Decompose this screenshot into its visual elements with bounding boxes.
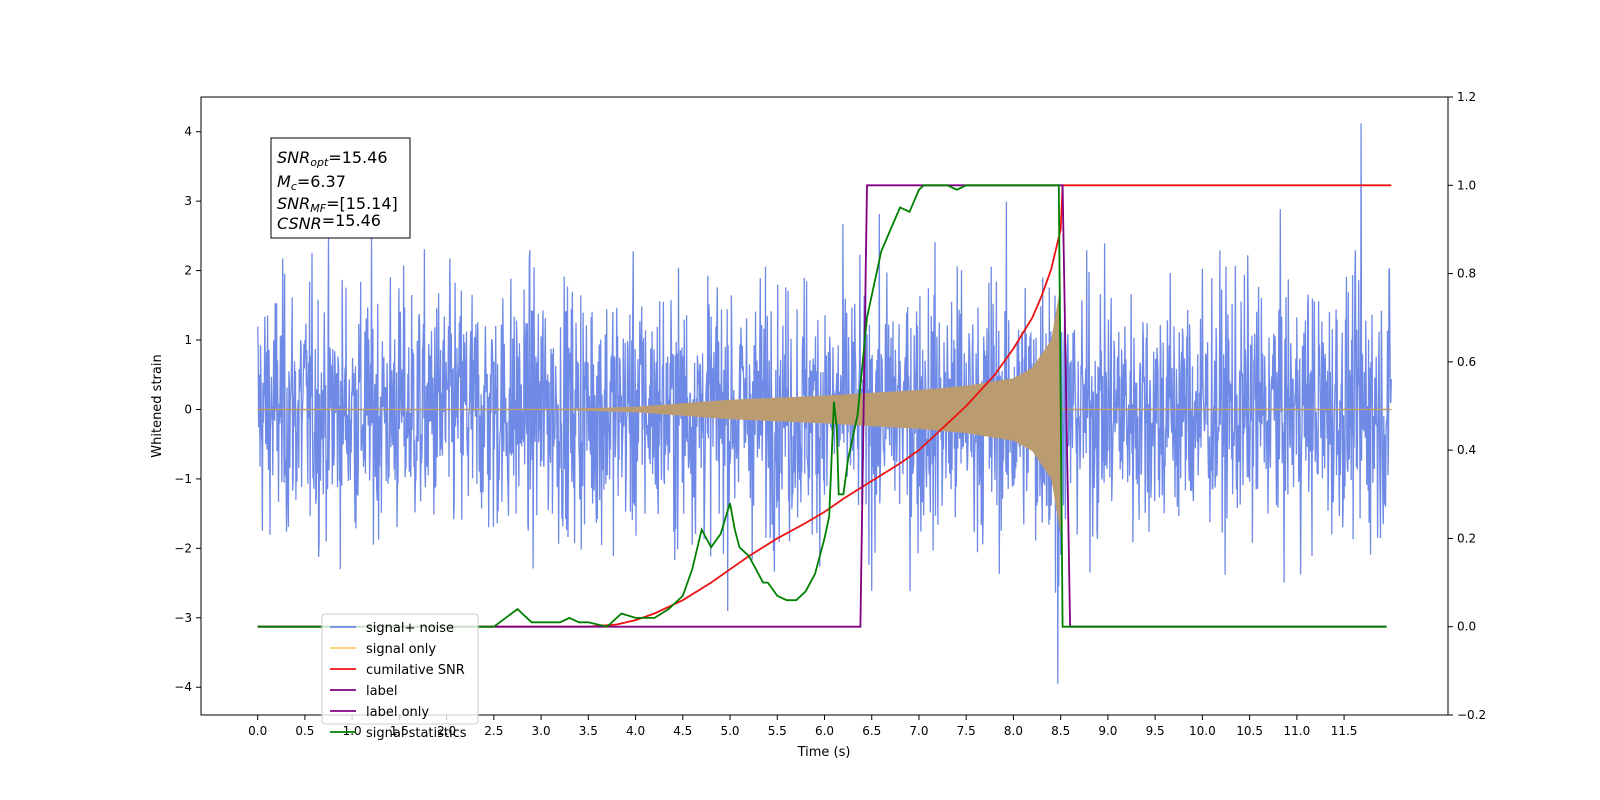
series-signal-noise bbox=[257, 123, 1392, 684]
legend-label: signal statistics bbox=[366, 726, 467, 741]
x-tick-label: 1.5 bbox=[390, 724, 409, 738]
x-tick-label: 5.0 bbox=[720, 724, 739, 738]
legend-label: signal only bbox=[366, 642, 436, 657]
y-tick-label: 0 bbox=[184, 402, 192, 416]
x-axis-label: Time (s) bbox=[797, 745, 851, 760]
plot-area bbox=[257, 123, 1392, 684]
y2-tick-label: −0.2 bbox=[1457, 708, 1486, 722]
y-axis-label: Whitened strain bbox=[150, 354, 165, 457]
series-cumilative-snr bbox=[257, 184, 1392, 628]
x-tick-label: 4.5 bbox=[673, 724, 692, 738]
y-tick-label: 3 bbox=[184, 194, 192, 208]
annotation-snr-opt: SNRopt=15.46 bbox=[277, 148, 388, 169]
legend-label: signal+ noise bbox=[366, 621, 454, 636]
x-tick-label: 10.0 bbox=[1189, 724, 1216, 738]
x-tick-label: 3.5 bbox=[579, 724, 598, 738]
y2-tick-label: 1.2 bbox=[1457, 90, 1476, 104]
x-tick-label: 11.5 bbox=[1331, 724, 1358, 738]
annotation-csnr: CSNR=15.46 bbox=[277, 211, 381, 233]
y2-tick-label: 0.2 bbox=[1457, 531, 1476, 545]
x-tick-label: 10.5 bbox=[1236, 724, 1263, 738]
x-tick-label: 1.0 bbox=[343, 724, 362, 738]
annotation-snr-mf: SNRMF=[15.14] bbox=[277, 194, 398, 215]
y2-tick-label: 0.8 bbox=[1457, 267, 1476, 281]
x-tick-label: 4.0 bbox=[626, 724, 645, 738]
x-tick-label: 6.5 bbox=[862, 724, 881, 738]
x-tick-label: 0.5 bbox=[295, 724, 314, 738]
x-tick-label: 8.0 bbox=[1004, 724, 1023, 738]
annotation-mc: Mc=6.37 bbox=[277, 172, 346, 193]
y-tick-label: 2 bbox=[184, 264, 192, 278]
y2-tick-label: 1.0 bbox=[1457, 178, 1476, 192]
legend: signal+ noise signal only cumilative SNR la… bbox=[321, 613, 479, 741]
x-tick-label: 8.5 bbox=[1051, 724, 1070, 738]
legend-label: label only bbox=[366, 705, 429, 720]
y-tick-label: −3 bbox=[174, 611, 192, 625]
x-tick-label: 6.0 bbox=[815, 724, 834, 738]
y-tick-label: −1 bbox=[174, 472, 192, 486]
x-tick-label: 9.5 bbox=[1146, 724, 1165, 738]
series-signal-statistics bbox=[257, 184, 1387, 628]
x-tick-label: 11.0 bbox=[1283, 724, 1310, 738]
x-tick-label: 5.5 bbox=[768, 724, 787, 738]
x-tick-label: 3.0 bbox=[532, 724, 551, 738]
y2-tick-label: 0.0 bbox=[1457, 620, 1476, 634]
legend-box bbox=[321, 613, 479, 725]
stats-box bbox=[270, 137, 411, 239]
stats-annotation: SNRopt=15.46 Mc=6.37 SNRMF=[15.14] CSNR=… bbox=[270, 137, 411, 239]
x-tick-label: 7.0 bbox=[909, 724, 928, 738]
x-axis: 0.0 0.5 1.0 1.5 2.0 2.5 3.0 3.5 4.0 4.5 5.0 5.5 6.0 6… bbox=[248, 715, 1357, 738]
y-tick-label: −4 bbox=[174, 680, 192, 694]
y-tick-label: 4 bbox=[184, 125, 192, 139]
y2-tick-label: 0.6 bbox=[1457, 355, 1476, 369]
x-tick-label: 0.0 bbox=[248, 724, 267, 738]
legend-label: label bbox=[366, 684, 397, 699]
legend-label: cumilative SNR bbox=[366, 663, 465, 678]
x-tick-label: 2.5 bbox=[484, 724, 503, 738]
y-axis-right: −0.2 0.0 0.2 0.4 0.6 0.8 1.0 1.2 bbox=[1448, 90, 1486, 722]
y-tick-label: −2 bbox=[174, 541, 192, 555]
y-axis-left: −4 −3 −2 −1 0 1 2 3 4 bbox=[174, 125, 201, 694]
y2-tick-label: 0.4 bbox=[1457, 443, 1476, 457]
x-tick-label: 2.0 bbox=[437, 724, 456, 738]
y-tick-label: 1 bbox=[184, 333, 192, 347]
x-tick-label: 9.0 bbox=[1098, 724, 1117, 738]
x-tick-label: 7.5 bbox=[957, 724, 976, 738]
